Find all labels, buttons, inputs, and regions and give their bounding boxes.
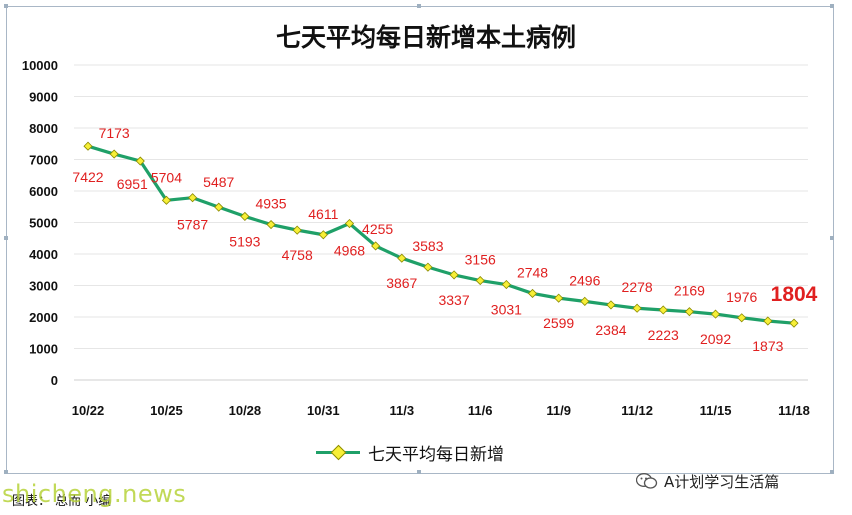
data-point	[84, 142, 92, 150]
data-point	[293, 226, 301, 234]
y-tick-label: 7000	[29, 153, 58, 168]
data-label: 2169	[674, 283, 705, 299]
data-point	[685, 308, 693, 316]
x-tick-label: 11/6	[468, 403, 493, 418]
legend: 七天平均每日新增	[316, 440, 504, 464]
data-label: 5487	[203, 174, 234, 190]
data-label: 2384	[595, 322, 626, 338]
data-label: 2278	[622, 279, 653, 295]
x-tick-label: 11/12	[621, 403, 653, 418]
y-tick-label: 1000	[29, 342, 58, 357]
legend-label: 七天平均每日新增	[368, 440, 504, 465]
data-point	[189, 194, 197, 202]
y-tick-label: 8000	[29, 121, 58, 136]
data-label: 7173	[99, 125, 130, 141]
data-label: 3583	[412, 238, 443, 254]
brand: A计划学习生活篇	[636, 470, 779, 492]
data-label: 5787	[177, 217, 208, 233]
data-label: 1804	[771, 283, 818, 306]
data-label: 4758	[282, 247, 313, 263]
data-label: 5704	[151, 169, 182, 185]
data-label: 1976	[726, 289, 757, 305]
data-label: 5193	[229, 233, 260, 249]
x-tick-label: 11/3	[389, 403, 414, 418]
x-tick-label: 10/25	[150, 403, 183, 418]
y-tick-label: 6000	[29, 184, 58, 199]
data-point	[555, 294, 563, 302]
y-tick-label: 2000	[29, 310, 58, 325]
data-point	[241, 212, 249, 220]
data-label: 2599	[543, 315, 574, 331]
data-point	[633, 304, 641, 312]
data-label: 4935	[255, 196, 286, 212]
data-label: 3156	[465, 252, 496, 268]
data-point	[659, 306, 667, 314]
data-point	[764, 317, 772, 325]
data-label: 2092	[700, 331, 731, 347]
data-label: 1873	[752, 338, 783, 354]
data-label: 2223	[648, 327, 679, 343]
x-tick-label: 10/28	[229, 403, 262, 418]
y-tick-label: 9000	[29, 90, 58, 105]
y-tick-label: 0	[51, 373, 58, 388]
data-label: 3337	[438, 292, 469, 308]
watermark: shicheng.news	[2, 480, 186, 508]
data-point	[502, 281, 510, 289]
data-label: 4611	[308, 206, 338, 222]
data-point	[529, 289, 537, 297]
data-label: 7422	[72, 169, 103, 185]
x-tick-label: 11/18	[778, 403, 810, 418]
x-tick-label: 10/22	[72, 403, 105, 418]
data-point	[215, 203, 223, 211]
y-axis-ticks: 0 1000 2000 3000 4000 5000 6000 7000 8000 9000 100…	[22, 58, 58, 388]
x-tick-label: 11/15	[700, 403, 732, 418]
legend-swatch	[316, 445, 360, 459]
data-label: 4968	[334, 243, 365, 259]
x-axis-ticks: 10/22 10/25 10/28 10/31 11/3 11/6 11/9 11/12 11/…	[72, 403, 810, 418]
data-point	[476, 277, 484, 285]
data-point	[267, 221, 275, 229]
y-tick-label: 4000	[29, 247, 58, 262]
y-tick-label: 3000	[29, 279, 58, 294]
data-point	[581, 297, 589, 305]
y-tick-label: 10000	[22, 58, 58, 73]
data-label: 3031	[491, 302, 522, 318]
data-point	[607, 301, 615, 309]
x-tick-label: 11/9	[546, 403, 571, 418]
data-point	[110, 150, 118, 158]
x-tick-label: 10/31	[307, 403, 340, 418]
data-label: 3867	[386, 275, 417, 291]
data-point	[790, 319, 798, 327]
data-label: 2748	[517, 264, 548, 280]
line-chart: 0 1000 2000 3000 4000 5000 6000 7000 8000 9000 100…	[0, 0, 852, 515]
brand-label: A计划学习生活篇	[664, 471, 779, 492]
data-label: 2496	[569, 272, 600, 288]
data-label: 6951	[117, 176, 148, 192]
data-point	[424, 263, 432, 271]
data-label: 4255	[362, 221, 393, 237]
y-tick-label: 5000	[29, 216, 58, 231]
data-point	[738, 314, 746, 322]
data-point	[450, 271, 458, 279]
wechat-icon	[636, 472, 658, 490]
